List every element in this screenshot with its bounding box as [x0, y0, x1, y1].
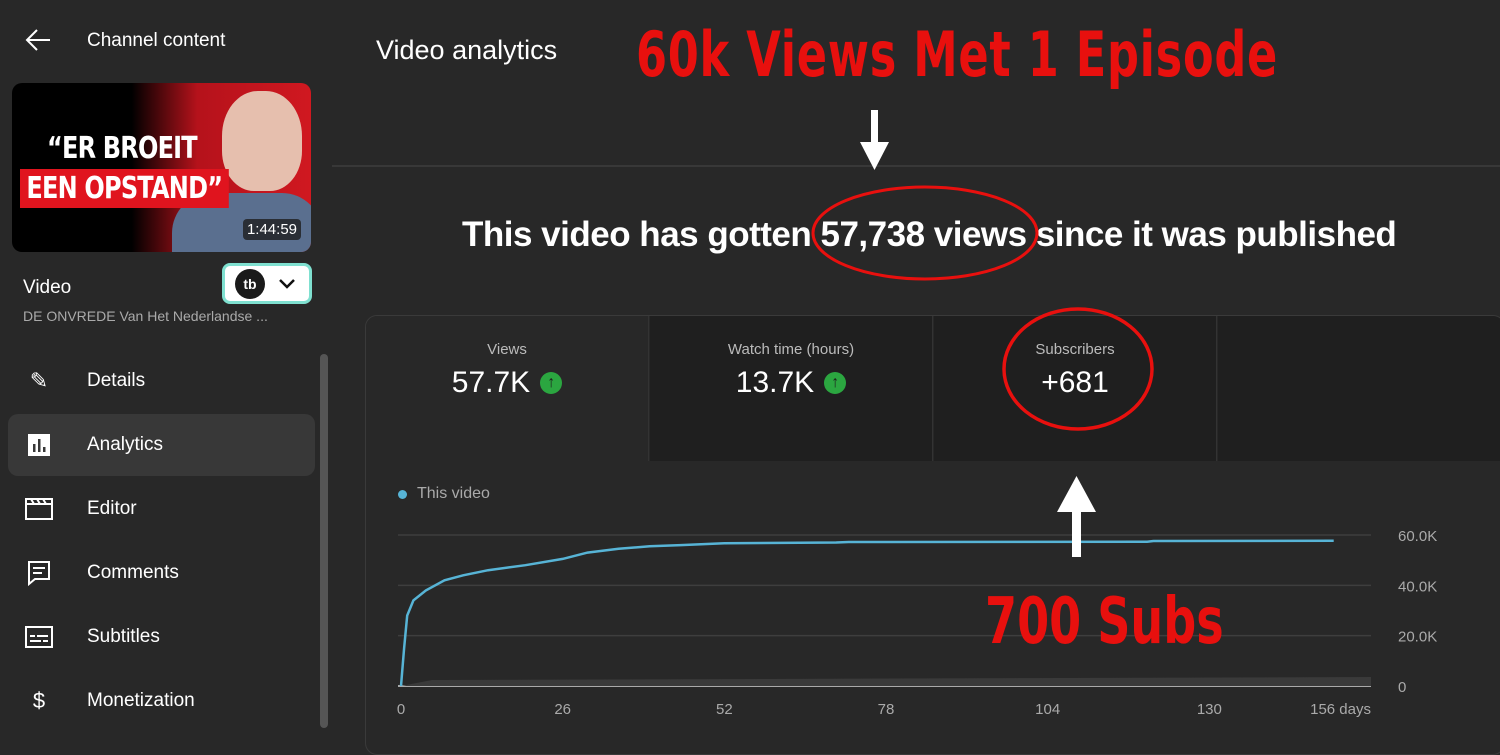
headline-text: since it was published [1026, 215, 1397, 254]
metric-value: 13.7K [735, 366, 815, 399]
sidebar-item-monetization[interactable]: $ Monetization [8, 670, 315, 732]
channel-content-title: Channel content [87, 30, 226, 51]
subtitles-icon [24, 622, 54, 652]
sidebar-item-label: Details [87, 370, 146, 391]
thumbnail-text-2: EEN OPSTAND” [20, 169, 229, 208]
dollar-icon: $ [32, 688, 46, 713]
arrow-up-icon: ↑ [540, 372, 563, 394]
views-headline: This video has gotten 57,738 views since… [0, 215, 1500, 255]
pencil-icon: ✎ [29, 368, 49, 393]
arrow-left-icon[interactable] [24, 26, 52, 54]
video-label: Video [23, 277, 72, 298]
x-tick-label: 78 [878, 701, 895, 718]
sidebar-item-label: Editor [87, 498, 137, 519]
sidebar-item-editor[interactable]: Editor [8, 478, 315, 540]
sidebar-item-analytics[interactable]: Analytics [8, 414, 315, 476]
metric-tab-watch-time[interactable]: Watch time (hours) 13.7K ↑ [650, 316, 933, 461]
chevron-down-icon [279, 278, 295, 289]
sidebar-item-label: Analytics [87, 434, 164, 455]
annotation-top: 60k Views Met 1 Episode [636, 18, 1279, 91]
annotation-bottom: 700 Subs [985, 585, 1224, 659]
series-line [399, 539, 1334, 687]
sidebar-item-subtitles[interactable]: Subtitles [8, 606, 315, 668]
video-duration: 1:44:59 [242, 219, 301, 240]
legend-label: This video [417, 485, 490, 502]
tubebuddy-logo-icon: tb [235, 268, 265, 299]
x-tick-label: 52 [716, 701, 733, 718]
metric-label: Views [487, 341, 527, 358]
y-tick-label: 40.0K [1398, 578, 1437, 595]
sidebar-item-details[interactable]: ✎ Details [8, 350, 315, 412]
sidebar-item-label: Subtitles [87, 626, 160, 647]
thumbnail-face [222, 91, 302, 191]
metric-label: Watch time (hours) [727, 341, 855, 358]
y-tick-label: 20.0K [1398, 629, 1437, 646]
bar-chart-icon [24, 430, 54, 460]
video-thumbnail[interactable]: “ER BROEIT EEN OPSTAND” 1:44:59 [12, 83, 311, 252]
sidebar-item-label: Monetization [87, 690, 195, 711]
x-tick-label: 156 days [1310, 701, 1371, 718]
page-title: Video analytics [376, 35, 558, 65]
chart-legend: This video [398, 485, 490, 503]
sidebar-item-comments[interactable]: Comments [8, 542, 315, 604]
arrow-up-icon: ↑ [824, 372, 847, 394]
x-tick-label: 0 [397, 701, 405, 718]
tubebuddy-dropdown[interactable]: tb [222, 263, 312, 304]
divider [332, 165, 1500, 167]
headline-text: This video has gotten [462, 215, 821, 254]
y-tick-label: 60.0K [1398, 528, 1437, 545]
comment-icon [24, 558, 54, 588]
thumbnail-text-1: “ER BROEIT [47, 131, 198, 166]
typical-range-band [401, 677, 1371, 686]
sidebar-scrollbar[interactable] [320, 354, 328, 728]
x-tick-label: 130 [1197, 701, 1222, 718]
sidebar: Channel content “ER BROEIT EEN OPSTAND” … [0, 0, 332, 749]
clapperboard-icon [24, 494, 54, 524]
metric-value: 57.7K [451, 366, 531, 399]
legend-dot [398, 489, 407, 499]
sidebar-item-label: Comments [87, 562, 179, 583]
video-title: DE ONVREDE Van Het Nederlandse ... [23, 308, 268, 324]
y-tick-label: 0 [1398, 679, 1406, 696]
x-tick-label: 26 [554, 701, 571, 718]
metric-tab-views[interactable]: Views 57.7K ↑ [366, 316, 649, 461]
x-tick-label: 104 [1035, 701, 1060, 718]
metric-tab-empty[interactable] [1218, 316, 1500, 461]
